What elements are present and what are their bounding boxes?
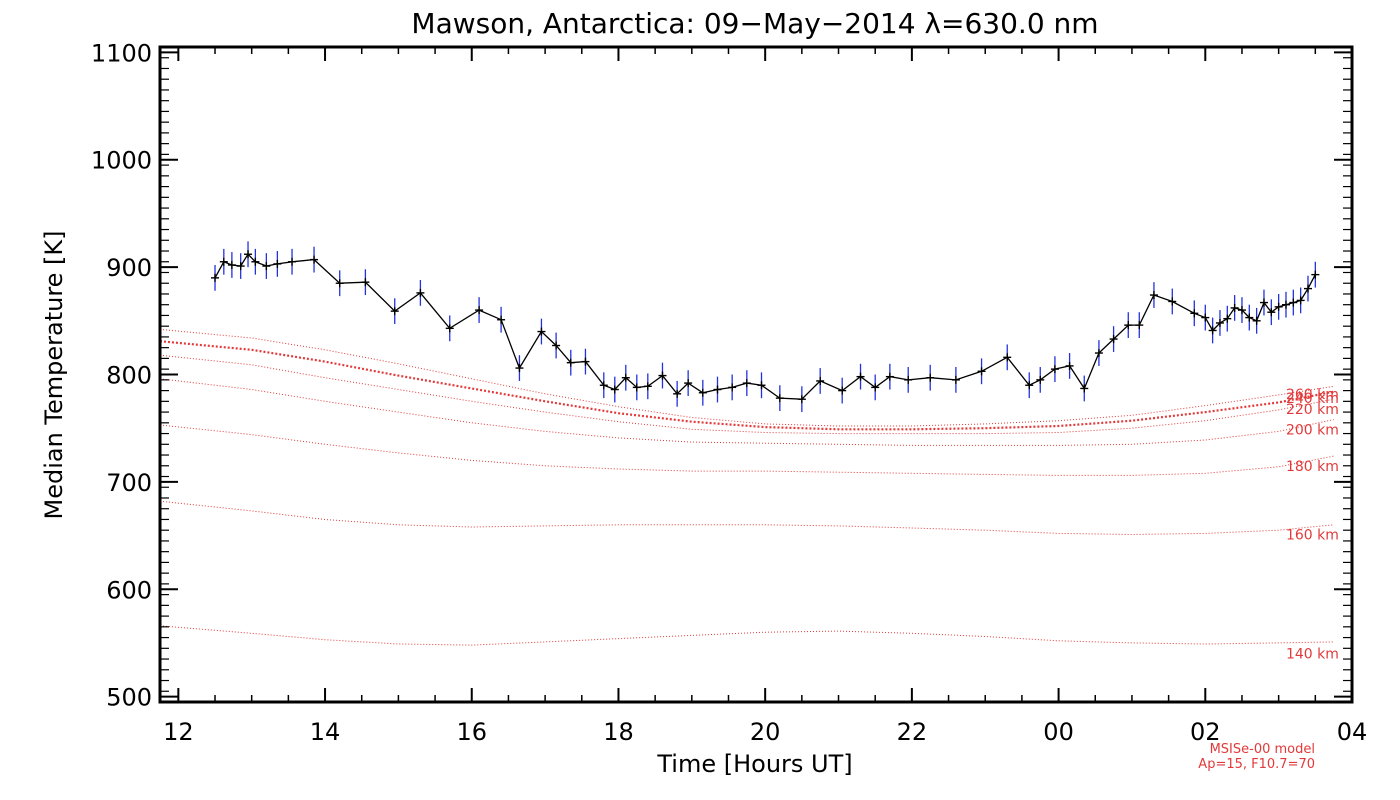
model-label: 240 km <box>1286 391 1339 407</box>
x-tick-label: 00 <box>1043 718 1074 746</box>
model-label: 220 km <box>1286 402 1339 418</box>
model-curve-160-km <box>159 500 1334 536</box>
y-tick-label: 1100 <box>91 39 152 67</box>
x-tick-label: 02 <box>1190 718 1221 746</box>
model-curve-200-km <box>159 378 1334 446</box>
x-axis: 12 14 16 18 20 22 00 02 04 <box>163 47 1367 746</box>
x-tick-label: 20 <box>750 718 781 746</box>
y-axis: 500 600 700 800 900 1000 1100 <box>91 39 1352 712</box>
plot-frame <box>158 45 1354 704</box>
measured-series <box>211 241 1320 413</box>
model-curve-140-km <box>159 625 1334 646</box>
y-tick-label: 800 <box>106 362 152 390</box>
y-tick-label: 700 <box>106 469 152 497</box>
model-label: 140 km <box>1286 647 1339 663</box>
model-curve-180-km <box>159 424 1334 476</box>
y-tick-label: 600 <box>106 576 152 604</box>
y-tick-label: 1000 <box>91 147 152 175</box>
model-label: 160 km <box>1286 527 1339 543</box>
x-tick-label: 18 <box>603 718 634 746</box>
x-axis-label: Time [Hours UT] <box>656 750 852 778</box>
y-tick-label: 500 <box>106 684 152 712</box>
x-tick-label: 16 <box>456 718 487 746</box>
x-tick-label: 12 <box>163 718 194 746</box>
y-tick-label: 900 <box>106 254 152 282</box>
x-tick-label: 14 <box>310 718 341 746</box>
x-tick-label: 04 <box>1337 718 1368 746</box>
model-curve-220-km <box>159 354 1334 435</box>
model-label: 260 km <box>1286 387 1339 403</box>
chart-title: Mawson, Antarctica: 09−May−2014 λ=630.0 … <box>411 7 1098 40</box>
x-tick-label: 22 <box>897 718 928 746</box>
model-footnote-line-1: MSISe-00 model <box>1210 742 1315 757</box>
model-footnote-line-2: Ap=15, F10.7=70 <box>1198 757 1315 772</box>
model-label: 180 km <box>1286 459 1339 475</box>
model-label: 200 km <box>1286 422 1339 438</box>
measured-line <box>214 253 1316 400</box>
model-curve-240-km <box>159 340 1334 431</box>
y-axis-label: Median Temperature [K] <box>40 230 68 519</box>
model-curve-260-km <box>159 328 1334 427</box>
